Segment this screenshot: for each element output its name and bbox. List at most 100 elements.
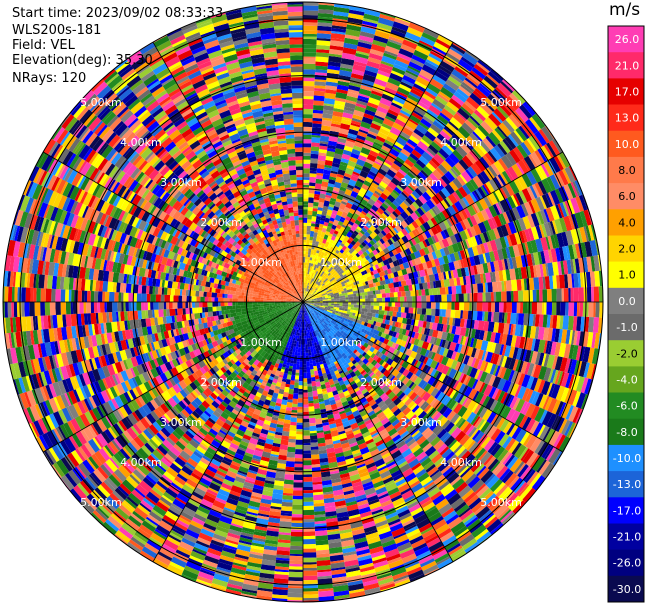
velocity-cell: [311, 381, 317, 387]
velocity-cell: [328, 203, 335, 208]
velocity-cell: [344, 140, 355, 148]
velocity-cell: [385, 302, 389, 307]
velocity-cell: [327, 235, 332, 240]
velocity-cell: [377, 17, 395, 27]
velocity-cell: [312, 476, 322, 483]
velocity-cell: [361, 183, 370, 191]
velocity-cell: [365, 237, 371, 243]
velocity-cell: [312, 276, 316, 282]
velocity-cell: [586, 286, 592, 302]
velocity-cell: [327, 272, 331, 276]
velocity-cell: [407, 302, 413, 308]
velocity-cell: [402, 302, 408, 308]
velocity-cell: [350, 307, 354, 310]
velocity-cell: [291, 409, 298, 413]
velocity-cell: [295, 439, 303, 445]
velocity-cell: [342, 219, 350, 227]
velocity-cell: [393, 144, 403, 151]
velocity-cell: [532, 289, 537, 302]
velocity-cell: [293, 387, 299, 394]
velocity-cell: [310, 272, 315, 279]
velocity-cell: [303, 575, 318, 581]
velocity-cell: [343, 106, 355, 112]
velocity-cell: [312, 109, 324, 114]
velocity-cell: [428, 53, 443, 63]
velocity-cell: [432, 120, 445, 131]
velocity-cell: [389, 306, 394, 312]
velocity-cell: [445, 309, 451, 318]
velocity-cell: [383, 52, 397, 60]
velocity-cell: [477, 124, 490, 137]
velocity-cell: [426, 295, 431, 302]
velocity-cell: [303, 372, 307, 379]
velocity-cell: [344, 102, 356, 110]
velocity-cell: [388, 302, 392, 307]
velocity-cell: [307, 296, 310, 299]
velocity-cell: [448, 137, 460, 149]
velocity-cell: [290, 360, 294, 364]
velocity-cell: [461, 170, 472, 183]
velocity-cell: [326, 209, 333, 216]
velocity-cell: [387, 131, 399, 141]
velocity-cell: [438, 91, 451, 101]
velocity-cell: [439, 302, 442, 310]
velocity-cell: [449, 117, 463, 129]
velocity-cell: [466, 96, 480, 110]
velocity-cell: [356, 206, 364, 213]
velocity-cell: [335, 227, 340, 232]
velocity-cell: [303, 108, 314, 115]
velocity-cell: [309, 240, 313, 244]
velocity-cell: [307, 294, 312, 299]
velocity-cell: [332, 157, 342, 165]
velocity-cell: [359, 126, 370, 133]
velocity-cell: [310, 278, 314, 284]
velocity-cell: [450, 167, 459, 178]
velocity-cell: [355, 103, 367, 109]
velocity-cell: [308, 202, 314, 208]
velocity-cell: [479, 156, 490, 169]
velocity-cell: [308, 352, 312, 356]
velocity-cell: [493, 312, 500, 323]
velocity-cell: [501, 291, 507, 302]
velocity-cell: [399, 109, 411, 118]
velocity-cell: [352, 114, 363, 121]
velocity-cell: [317, 22, 333, 27]
velocity-cell: [320, 271, 325, 277]
velocity-cell: [336, 298, 340, 301]
velocity-cell: [448, 286, 453, 295]
velocity-cell: [296, 422, 303, 426]
velocity-cell: [362, 207, 370, 214]
velocity-cell: [305, 291, 308, 297]
velocity-cell: [347, 200, 354, 205]
velocity-cell: [568, 288, 571, 302]
velocity-cell: [335, 266, 341, 272]
velocity-cell: [394, 17, 411, 27]
velocity-cell: [317, 230, 322, 237]
velocity-cell: [303, 163, 311, 169]
velocity-cell: [303, 407, 309, 412]
velocity-cell: [393, 63, 407, 72]
velocity-cell: [313, 249, 317, 256]
velocity-cell: [294, 382, 299, 389]
velocity-cell: [375, 210, 382, 217]
velocity-cell: [328, 53, 343, 58]
velocity-cell: [372, 39, 387, 48]
velocity-cell: [461, 284, 467, 294]
velocity-cell: [405, 197, 414, 206]
velocity-cell: [346, 187, 354, 192]
velocity-cell: [310, 263, 314, 267]
velocity-cell: [303, 465, 312, 470]
velocity-cell: [447, 302, 452, 310]
velocity-cell: [337, 80, 350, 87]
velocity-cell: [311, 286, 317, 292]
velocity-cell: [436, 287, 441, 295]
velocity-cell: [312, 205, 319, 209]
velocity-cell: [317, 280, 322, 286]
velocity-cell: [379, 181, 388, 189]
velocity-cell: [367, 220, 373, 226]
velocity-cell: [519, 302, 524, 314]
velocity-cell: [307, 259, 310, 263]
velocity-cell: [391, 316, 398, 322]
velocity-cell: [400, 148, 411, 158]
velocity-cell: [439, 112, 451, 122]
